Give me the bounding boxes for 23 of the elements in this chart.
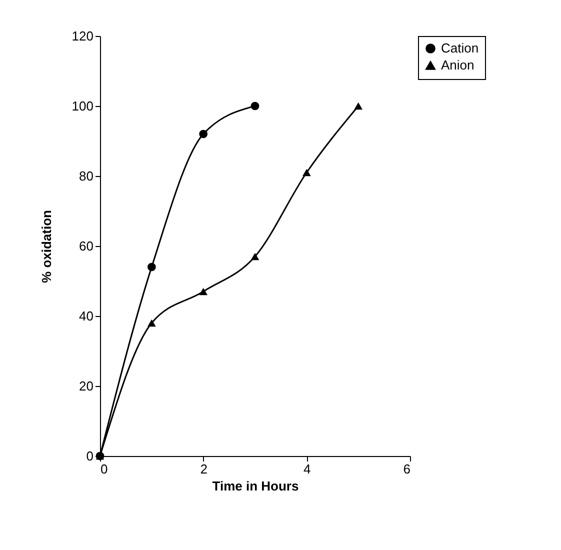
x-tick-label: 4 bbox=[304, 462, 311, 476]
legend-label: Cation bbox=[441, 40, 479, 56]
point bbox=[199, 288, 208, 296]
point bbox=[147, 319, 156, 327]
point bbox=[302, 168, 311, 176]
x-axis-title: Time in Hours bbox=[212, 478, 299, 494]
x-tick-label: 0 bbox=[100, 462, 108, 476]
point bbox=[354, 102, 363, 110]
x-tick-label: 6 bbox=[403, 462, 410, 476]
point bbox=[199, 130, 208, 138]
y-axis-title: % oxidation bbox=[38, 210, 54, 283]
y-tick-label: 20 bbox=[79, 378, 94, 394]
y-tick-label: 80 bbox=[79, 168, 94, 184]
y-tick-label: 40 bbox=[79, 308, 94, 324]
point bbox=[250, 252, 260, 260]
y-tick-label: 120 bbox=[72, 28, 94, 44]
y-tick-label: 0 bbox=[86, 448, 94, 464]
y-tick-label: 60 bbox=[79, 238, 94, 254]
x-tick-label: 2 bbox=[200, 462, 208, 476]
y-tick-label: 100 bbox=[72, 98, 94, 114]
legend-label: Anion bbox=[441, 58, 474, 72]
point bbox=[250, 102, 260, 110]
point bbox=[147, 262, 156, 272]
